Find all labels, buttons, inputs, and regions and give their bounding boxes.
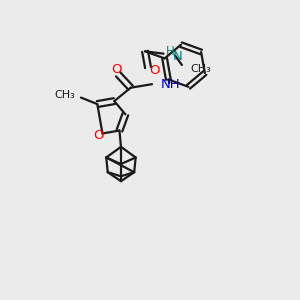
- Text: O: O: [111, 62, 122, 76]
- Text: NH: NH: [160, 78, 180, 91]
- Text: CH₃: CH₃: [191, 64, 212, 74]
- Text: O: O: [94, 129, 104, 142]
- Text: H: H: [166, 45, 175, 58]
- Text: CH₃: CH₃: [55, 90, 76, 100]
- Text: N: N: [172, 50, 182, 63]
- Text: O: O: [149, 64, 160, 77]
